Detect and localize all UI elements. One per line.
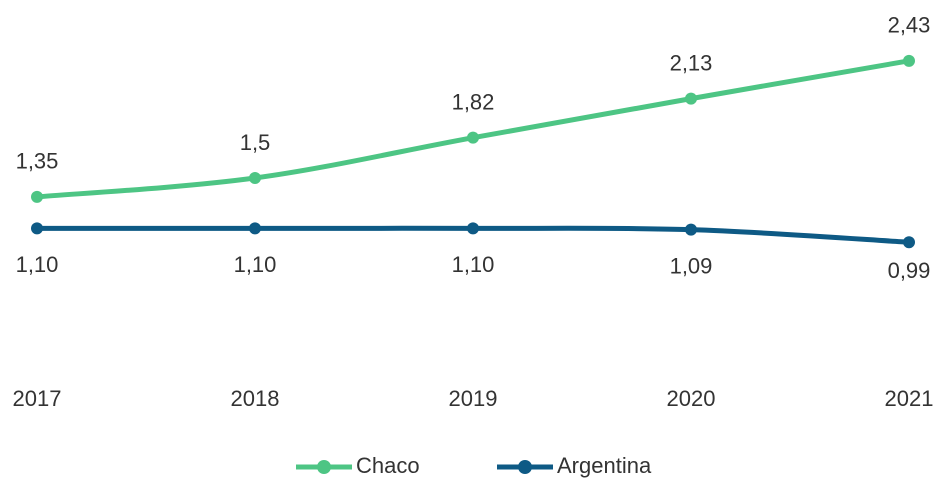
marker [685, 92, 697, 105]
marker [685, 223, 697, 236]
x-tick-label: 2017 [13, 386, 62, 411]
marker [903, 54, 915, 67]
marker [31, 190, 43, 203]
marker [249, 222, 261, 235]
marker [31, 222, 43, 235]
data-label: 1,10 [16, 252, 59, 277]
marker [249, 172, 261, 184]
data-label: 1,09 [670, 253, 713, 278]
legend-marker [518, 460, 532, 474]
marker [467, 222, 479, 235]
legend-label: Chaco [356, 453, 420, 478]
x-tick-label: 2020 [667, 386, 716, 411]
data-label: 2,43 [888, 13, 931, 38]
data-label: 1,35 [16, 149, 59, 174]
marker [467, 131, 479, 144]
x-tick-label: 2018 [231, 386, 280, 411]
legend-label: Argentina [557, 453, 652, 478]
x-tick-label: 2019 [449, 386, 498, 411]
data-label: 1,10 [234, 252, 277, 277]
x-tick-label: 2021 [885, 386, 934, 411]
marker [903, 236, 915, 249]
data-label: 1,5 [240, 130, 271, 155]
data-label: 0,99 [888, 258, 931, 283]
data-label: 2,13 [670, 50, 713, 75]
legend-marker [317, 460, 331, 474]
data-label: 1,10 [452, 252, 495, 277]
series-line [36, 58, 910, 200]
data-label: 1,82 [452, 89, 495, 114]
